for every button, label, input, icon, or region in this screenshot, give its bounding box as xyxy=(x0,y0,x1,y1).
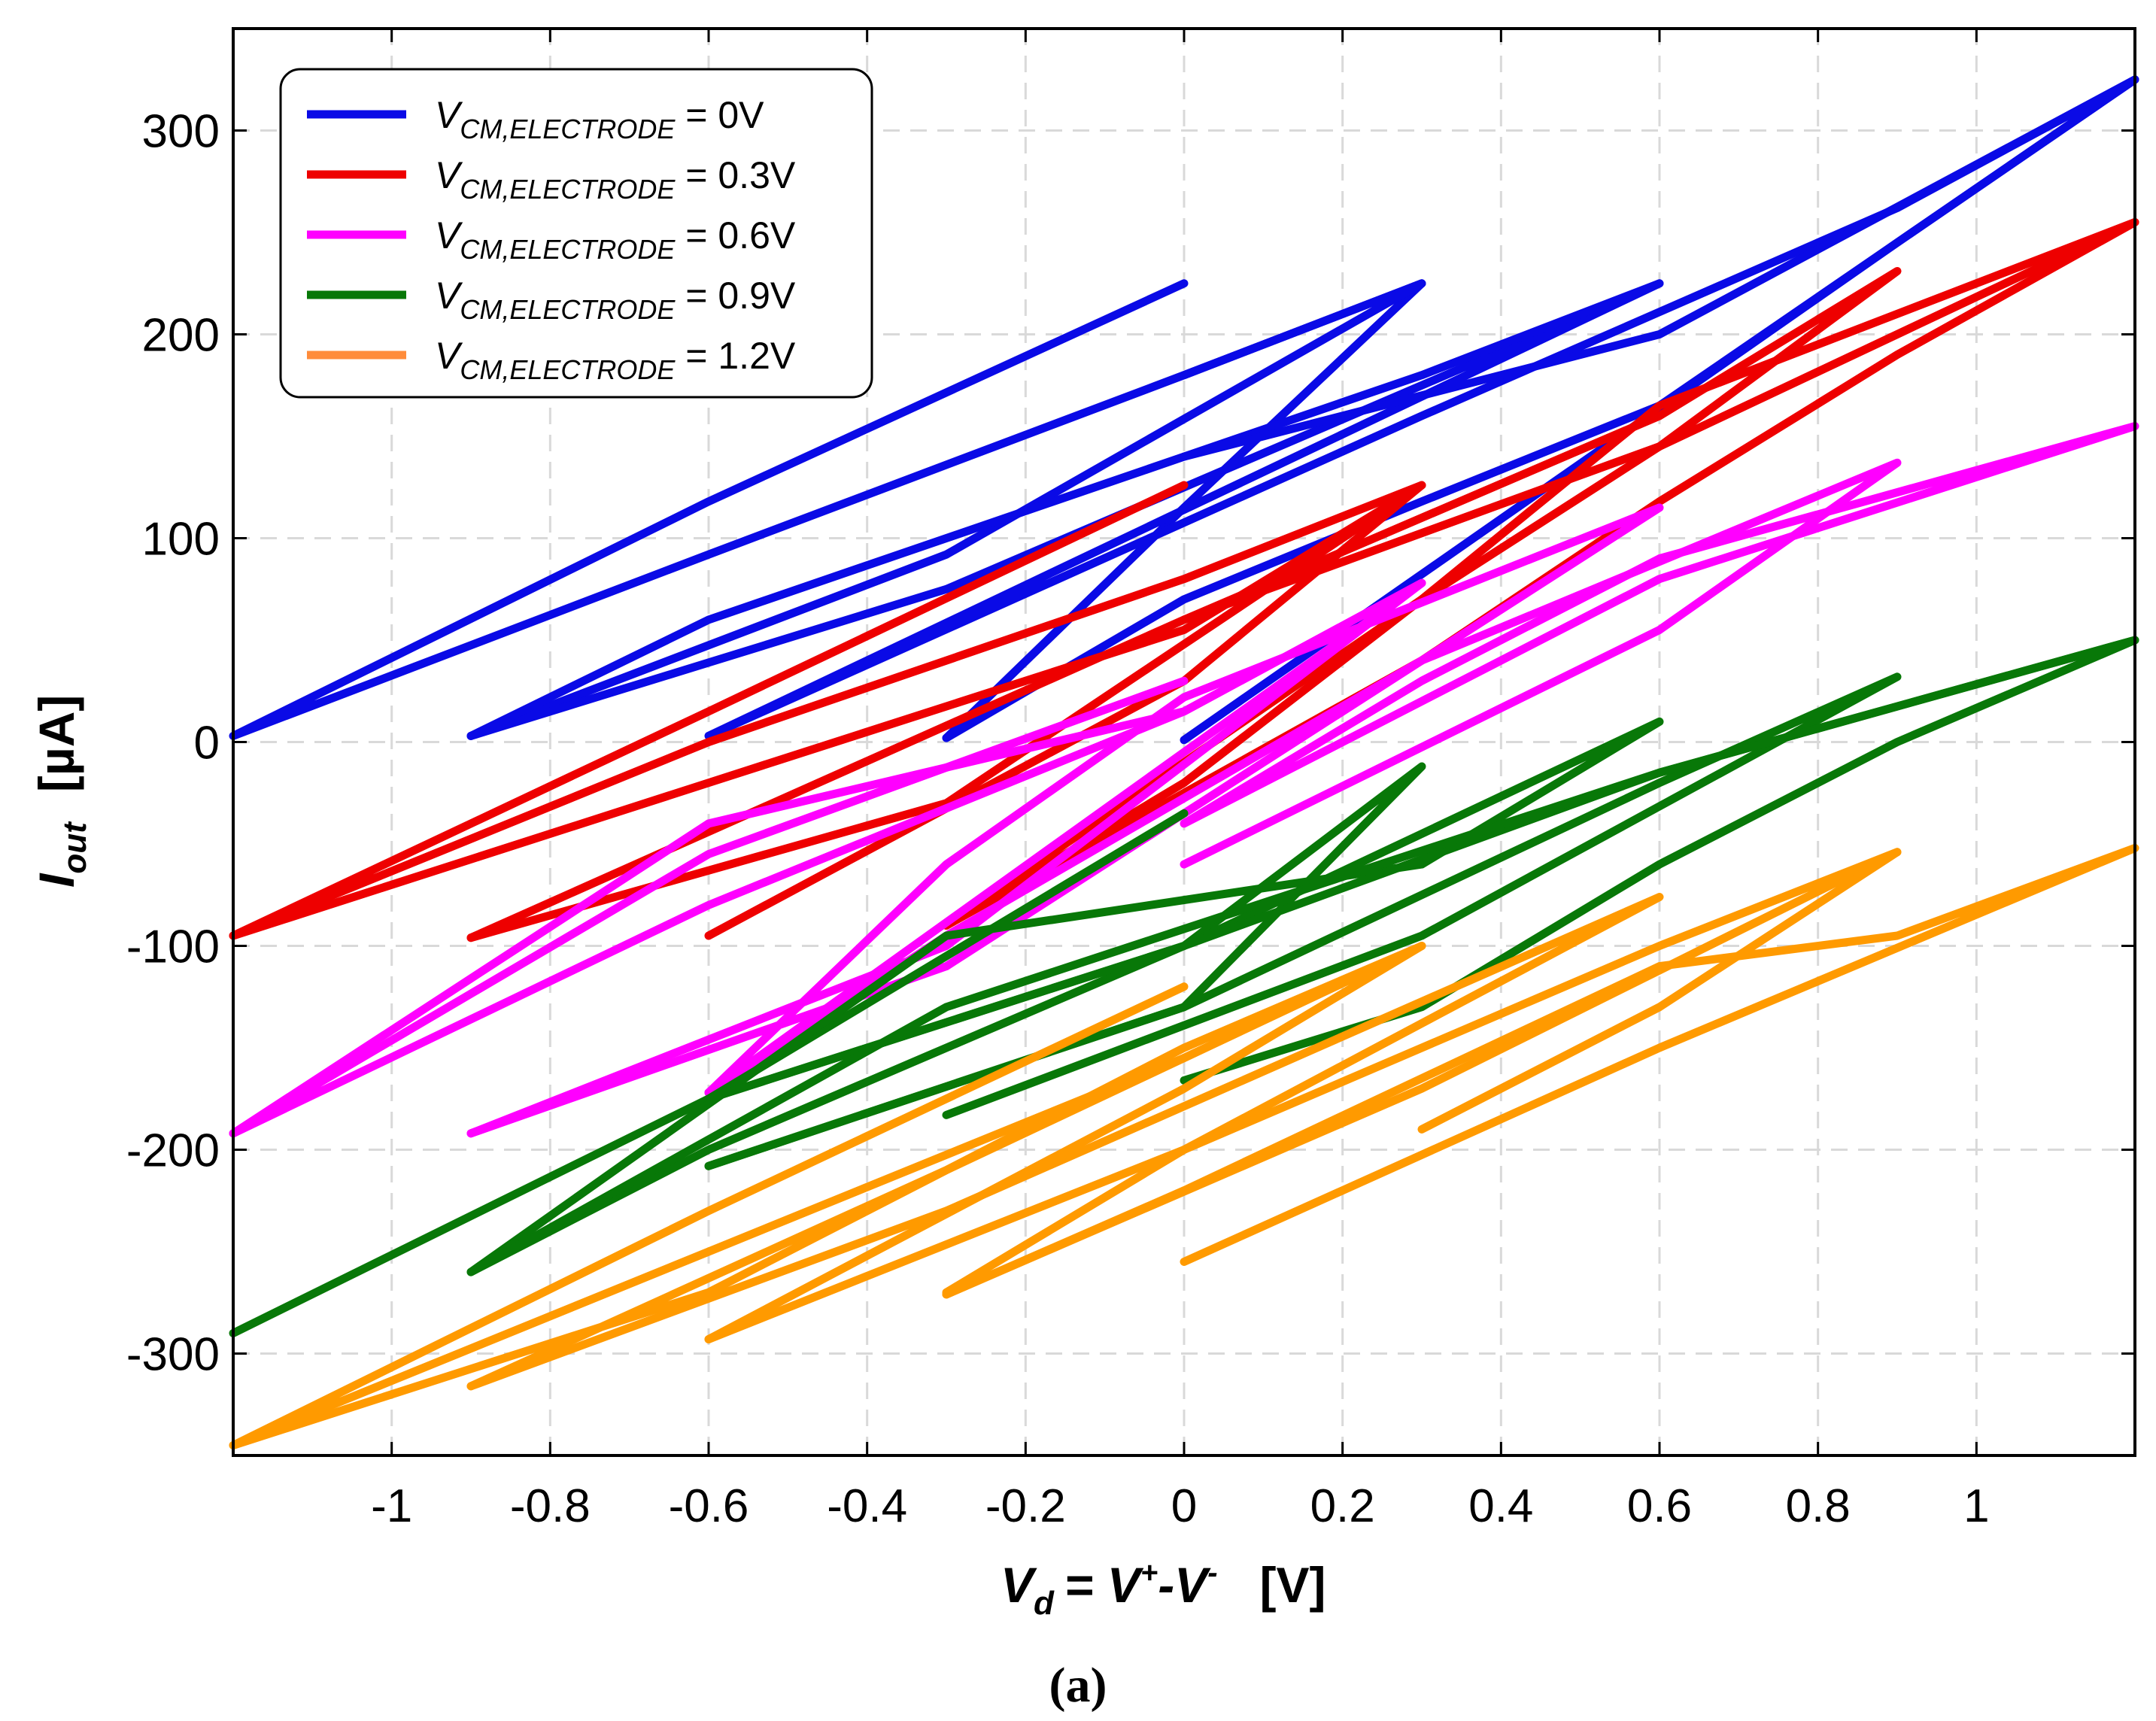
y-tick-label: -200 xyxy=(126,1125,220,1177)
series-5 xyxy=(229,843,2139,1449)
series-line xyxy=(466,717,1664,1276)
y-tick-label: -100 xyxy=(126,921,220,973)
series-line xyxy=(229,578,1426,1138)
x-axis-title: Vd = V+-V- [V] xyxy=(1001,1556,1326,1622)
series-line xyxy=(704,672,1902,1170)
x-tick-label: 0 xyxy=(1171,1480,1197,1532)
plot-area xyxy=(229,75,2139,1449)
x-tick-label: 0.2 xyxy=(1310,1480,1375,1532)
x-tick-label: 0.4 xyxy=(1468,1480,1533,1532)
x-tick-label: 0.8 xyxy=(1786,1480,1851,1532)
legend-label: VCM,ELECTRODE = 0.6V xyxy=(435,214,796,265)
series-line xyxy=(466,279,1426,740)
x-tick-label: 1 xyxy=(1963,1480,1989,1532)
x-tick-label: -0.6 xyxy=(669,1480,749,1532)
series-line xyxy=(1180,422,2139,828)
series-line xyxy=(466,636,2139,1276)
y-tick-label: 0 xyxy=(194,718,220,769)
series-line xyxy=(229,942,1426,1449)
series-line xyxy=(704,848,1902,1343)
series-line xyxy=(942,843,2139,1299)
x-tick-label: -0.4 xyxy=(827,1480,907,1532)
x-tick-label: -0.8 xyxy=(510,1480,591,1532)
series-line xyxy=(1180,217,2139,624)
legend-label: VCM,ELECTRODE = 1.2V xyxy=(435,335,796,385)
x-tick-label: 0.6 xyxy=(1627,1480,1692,1532)
legend-label: VCM,ELECTRODE = 0V xyxy=(435,94,764,144)
legend: VCM,ELECTRODE = 0V VCM,ELECTRODE = 0.3V VC… xyxy=(279,68,873,399)
series-line xyxy=(229,942,1426,1449)
legend-label: VCM,ELECTRODE = 0.3V xyxy=(435,154,796,205)
y-tick-label: -300 xyxy=(126,1329,220,1381)
figure-caption: (a) xyxy=(1049,1658,1107,1713)
legend-label: VCM,ELECTRODE = 0.9V xyxy=(435,275,796,325)
y-tick-label: 200 xyxy=(142,310,220,362)
x-tick-label: -1 xyxy=(371,1480,412,1532)
y-tick-label: 100 xyxy=(142,514,220,566)
x-tick-label: -0.2 xyxy=(985,1480,1066,1532)
y-axis-title: Iout[µA] xyxy=(29,695,93,888)
legend-box xyxy=(279,68,873,399)
series-line xyxy=(1417,848,1902,1134)
series-line xyxy=(229,481,1426,940)
axis-ticks: -1 -0.8 -0.6 -0.4 -0.2 0 0.2 0.4 0.6 0.8 1 -300 -200… xyxy=(126,29,2135,1532)
series-line xyxy=(466,893,1664,1391)
series-line xyxy=(229,481,1426,942)
y-tick-label: 300 xyxy=(142,106,220,158)
